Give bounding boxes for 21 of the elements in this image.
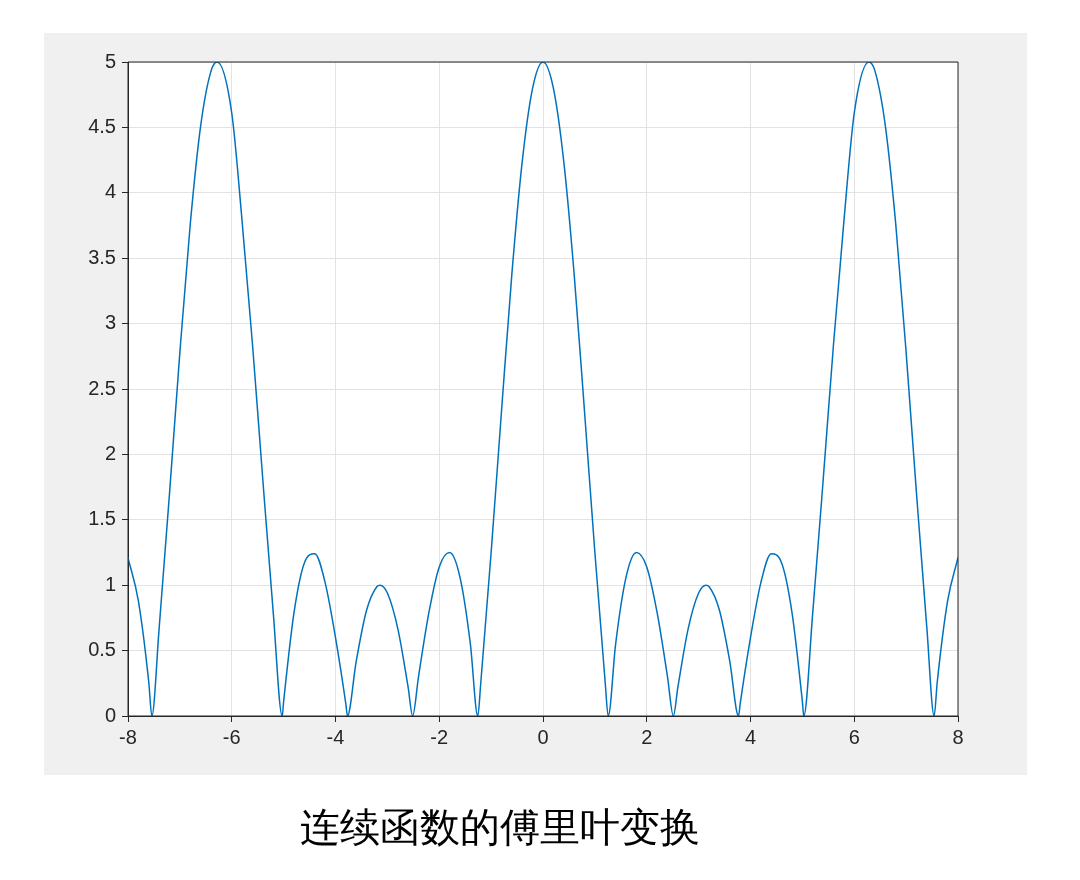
x-tick-label: 4 xyxy=(744,725,757,748)
x-tick-label: -2 xyxy=(430,725,449,748)
y-tick-label: 3.5 xyxy=(88,245,116,268)
y-tick-label: 2 xyxy=(104,441,116,464)
x-tick-label: -6 xyxy=(222,725,241,748)
y-tick-label: 3 xyxy=(104,311,116,334)
y-tick-label: 4 xyxy=(104,180,116,203)
x-tick-label: 2 xyxy=(641,725,653,748)
x-tick-label: -4 xyxy=(326,725,345,748)
y-tick-label: 1 xyxy=(104,572,116,595)
y-tick-label: 0 xyxy=(104,703,116,726)
y-tick-label: 1.5 xyxy=(88,507,116,530)
y-tick-label: 2.5 xyxy=(88,376,116,399)
x-tick-label: 8 xyxy=(952,725,964,748)
x-tick-label: -8 xyxy=(119,725,137,748)
y-tick-label: 0.5 xyxy=(88,638,116,661)
y-tick-label: 5 xyxy=(104,49,116,72)
y-tick-label: 4.5 xyxy=(88,114,116,137)
x-tick-label: 6 xyxy=(848,725,860,748)
text: 连续函数的傅里叶变换 xyxy=(299,804,701,852)
x-tick-label: 0 xyxy=(537,725,549,748)
